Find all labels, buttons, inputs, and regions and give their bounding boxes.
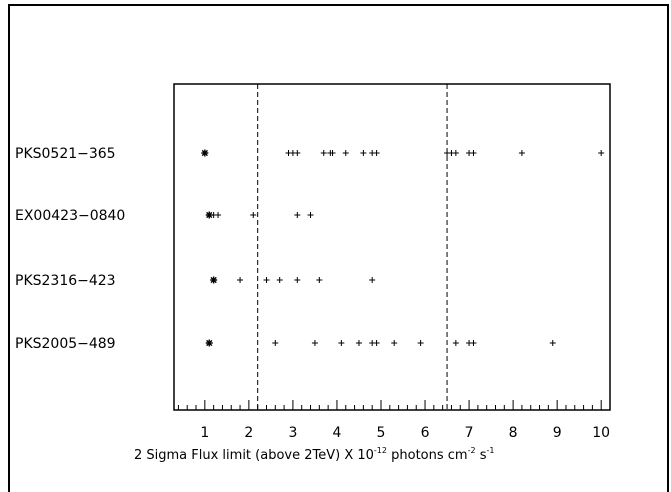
x-tick-label: 4 xyxy=(332,425,341,441)
star-stroke xyxy=(206,339,213,347)
plus-point xyxy=(272,340,279,346)
x-tick-label: 5 xyxy=(377,425,386,441)
plot-area xyxy=(173,83,611,411)
plus-point xyxy=(360,150,367,156)
plus-point xyxy=(276,277,283,283)
x-tick-label: 9 xyxy=(553,425,562,441)
plus-point xyxy=(373,340,380,346)
plus-point xyxy=(307,212,314,218)
plus-point xyxy=(470,150,477,156)
reference-lines xyxy=(257,84,448,410)
star-stroke xyxy=(206,211,213,219)
x-tick-label: 1 xyxy=(200,425,209,441)
x-axis-label-exp1: -12 xyxy=(374,446,387,455)
plus-point xyxy=(391,340,398,346)
x-tick-label: 6 xyxy=(421,425,430,441)
x-tick-label: 2 xyxy=(244,425,253,441)
star-stroke xyxy=(201,149,208,157)
x-axis-tick-labels: 1 2 3 4 5 6 7 8 9 10 xyxy=(200,425,610,441)
plus-point xyxy=(329,150,336,156)
x-axis-label-mid2: s xyxy=(476,448,487,463)
x-axis-label-exp3: -1 xyxy=(486,446,494,455)
x-tick-label: 10 xyxy=(592,425,610,441)
plus-point xyxy=(342,150,349,156)
plus-point xyxy=(369,277,376,283)
category-label: EX00423−0840 xyxy=(15,208,125,224)
plus-point xyxy=(294,150,301,156)
plus-point xyxy=(452,340,459,346)
plus-point xyxy=(294,277,301,283)
data-points xyxy=(201,149,605,347)
figure-frame xyxy=(8,4,669,492)
star-point xyxy=(210,276,218,284)
category-labels: PKS0521−365 EX00423−0840 PKS2316−423 PKS200… xyxy=(15,146,125,352)
star-stroke xyxy=(210,276,217,284)
category-label: PKS2005−489 xyxy=(15,336,116,352)
category-label: PKS2316−423 xyxy=(15,273,116,289)
plus-point xyxy=(294,212,301,218)
plus-point xyxy=(263,277,270,283)
plus-point xyxy=(355,340,362,346)
category-label: PKS0521−365 xyxy=(15,146,116,162)
star-point xyxy=(201,149,209,157)
x-tick-label: 8 xyxy=(509,425,518,441)
plus-point xyxy=(373,150,380,156)
plus-point xyxy=(549,340,556,346)
x-axis-label-exp2: -2 xyxy=(468,446,476,455)
plus-point xyxy=(316,277,323,283)
plus-point xyxy=(338,340,345,346)
plus-point xyxy=(518,150,525,156)
plus-point xyxy=(320,150,327,156)
x-tick-label: 3 xyxy=(288,425,297,441)
x-axis-label-mid1: photons cm xyxy=(387,448,468,463)
plus-point xyxy=(417,340,424,346)
x-axis-ticks xyxy=(177,400,611,410)
plus-point xyxy=(311,340,318,346)
star-point xyxy=(205,339,213,347)
plus-point xyxy=(452,150,459,156)
plus-point xyxy=(598,150,605,156)
x-axis-label-main: 2 Sigma Flux limit (above 2TeV) X 10 xyxy=(134,448,374,463)
x-tick-label: 7 xyxy=(465,425,474,441)
plus-point xyxy=(215,212,222,218)
plus-point xyxy=(470,340,477,346)
x-axis-label: 2 Sigma Flux limit (above 2TeV) X 10-12 … xyxy=(134,446,494,463)
plus-point xyxy=(250,212,257,218)
plus-point xyxy=(237,277,244,283)
